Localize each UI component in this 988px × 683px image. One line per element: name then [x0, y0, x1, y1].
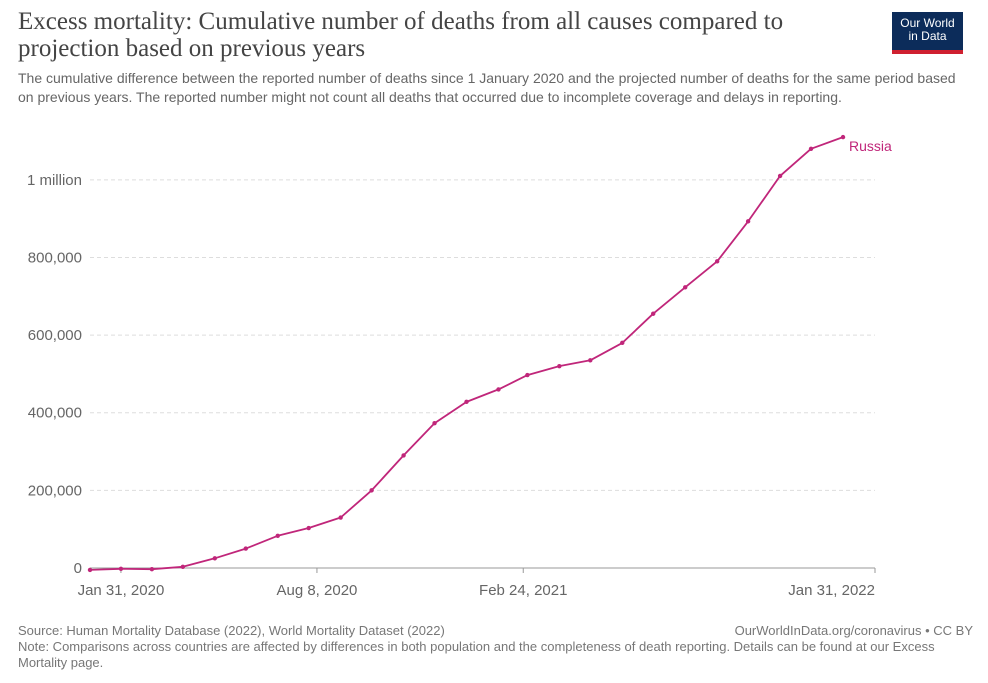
data-point: [840, 134, 846, 140]
y-tick-label: 800,000: [28, 249, 82, 266]
data-point: [180, 564, 186, 570]
data-point: [588, 358, 593, 363]
data-point: [777, 173, 783, 179]
chart-title: Excess mortality: Cumulative number of d…: [18, 8, 784, 62]
y-tick-label: 0: [74, 560, 82, 577]
chart-subtitle: The cumulative difference between the re…: [18, 70, 956, 105]
axes: 0 200,000 400,000 600,000 800,000 1 million Ja…: [27, 172, 876, 599]
y-tick-label: 400,000: [28, 405, 82, 422]
data-point: [682, 285, 688, 290]
data-point: [401, 453, 406, 458]
y-tick-label: 200,000: [28, 482, 82, 499]
series-label: Russia: [849, 138, 892, 154]
y-tick-label: 1 million: [27, 172, 82, 189]
data-point: [464, 399, 469, 405]
data-point: [149, 566, 155, 572]
data-point: [369, 488, 374, 493]
x-tick-label: Jan 31, 2020: [78, 582, 165, 599]
x-tick-label: Jan 31, 2022: [788, 582, 875, 599]
line-chart: 0 200,000 400,000 600,000 800,000 1 million Ja…: [27, 134, 892, 599]
data-point: [620, 340, 625, 346]
data-point: [243, 546, 248, 551]
series-line-russia: [89, 136, 844, 571]
logo-line-1: Our World: [900, 16, 955, 30]
data-point: [525, 372, 530, 378]
x-tick-label: Feb 24, 2021: [479, 582, 567, 599]
logo-line-2: in Data: [908, 29, 947, 43]
data-point: [496, 387, 501, 392]
x-tick-label: Aug 8, 2020: [276, 582, 357, 599]
owid-logo[interactable]: Our World in Data: [892, 12, 963, 54]
data-point: [557, 363, 562, 369]
data-point: [118, 566, 124, 571]
data-point: [714, 259, 720, 264]
data-point: [275, 533, 280, 538]
data-point: [808, 146, 814, 151]
gridlines: [90, 179, 875, 491]
data-point: [212, 556, 218, 561]
note-text: Note: Comparisons across countries are a…: [18, 639, 935, 670]
series-layer: Russia: [87, 134, 892, 573]
source-text: Source: Human Mortality Database (2022),…: [18, 623, 445, 638]
data-point: [338, 515, 343, 520]
data-point: [306, 525, 311, 531]
owid-link[interactable]: OurWorldInData.org/coronavirus • CC BY: [734, 623, 973, 638]
data-point: [87, 567, 93, 573]
y-tick-label: 600,000: [28, 327, 82, 344]
data-point: [432, 421, 437, 426]
data-point: [745, 219, 751, 224]
data-point: [651, 311, 656, 316]
